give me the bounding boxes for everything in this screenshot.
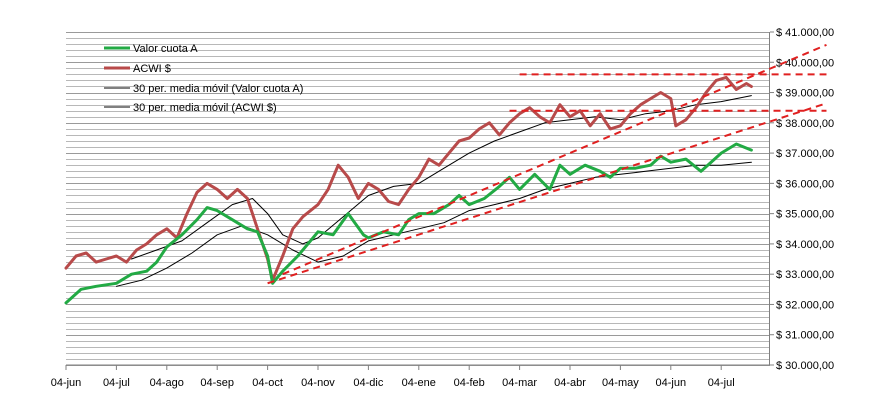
y-tick-label: $ 33.000,00 bbox=[776, 269, 834, 281]
y-tick-label: $ 35.000,00 bbox=[776, 209, 834, 221]
trend-lines bbox=[267, 43, 827, 285]
x-tick-label: 04-ago bbox=[150, 377, 184, 389]
x-tick-label: 04-jun bbox=[656, 377, 687, 389]
x-tick-label: 04-jul bbox=[103, 377, 130, 389]
x-tick-label: 04-feb bbox=[454, 377, 485, 389]
x-tick-label: 04-abr bbox=[554, 377, 586, 389]
x-axis-ticks: 04-jun 04-jul 04-ago 04-sep 04-oct 04-nov 04-d… bbox=[51, 365, 735, 389]
series-line-2 bbox=[115, 161, 752, 287]
y-axis-ticks: $ 30.000,00 $ 31.000,00 $ 32.000,00 $ 33.00… bbox=[770, 27, 834, 372]
gridlines bbox=[66, 32, 770, 366]
legend-label: 30 per. media móvil (Valor cuota A) bbox=[133, 83, 303, 95]
x-tick-label: 04-oct bbox=[252, 377, 283, 389]
legend-label: Valor cuota A bbox=[133, 43, 198, 55]
legend-label: 30 per. media móvil (ACWI $) bbox=[133, 102, 277, 114]
x-tick-label: 04-jun bbox=[51, 377, 82, 389]
x-tick-label: 04-sep bbox=[200, 377, 234, 389]
y-tick-label: $ 30.000,00 bbox=[776, 360, 834, 372]
series-line-0 bbox=[64, 142, 753, 305]
y-tick-label: $ 39.000,00 bbox=[776, 88, 834, 100]
series-line-3 bbox=[131, 95, 752, 260]
trend-line-1 bbox=[267, 102, 827, 285]
x-tick-label: 04-may bbox=[602, 377, 639, 389]
x-tick-label: 04-jul bbox=[708, 377, 735, 389]
y-tick-label: $ 38.000,00 bbox=[776, 118, 834, 130]
series-layer bbox=[64, 75, 753, 305]
x-tick-label: 04-ene bbox=[402, 377, 436, 389]
legend: Valor cuota A ACWI $ 30 per. media móvil (… bbox=[104, 43, 303, 114]
y-tick-label: $ 32.000,00 bbox=[776, 299, 834, 311]
y-tick-label: $ 34.000,00 bbox=[776, 239, 834, 251]
y-tick-label: $ 41.000,00 bbox=[776, 27, 834, 39]
y-tick-label: $ 36.000,00 bbox=[776, 178, 834, 190]
trend-line-0 bbox=[282, 43, 827, 276]
y-tick-label: $ 31.000,00 bbox=[776, 330, 834, 342]
x-tick-label: 04-nov bbox=[301, 377, 335, 389]
y-tick-label: $ 40.000,00 bbox=[776, 57, 834, 69]
series-line-1 bbox=[64, 75, 753, 282]
x-tick-label: 04-mar bbox=[502, 377, 537, 389]
y-tick-label: $ 37.000,00 bbox=[776, 148, 834, 160]
legend-label: ACWI $ bbox=[133, 63, 171, 75]
x-tick-label: 04-dic bbox=[353, 377, 383, 389]
